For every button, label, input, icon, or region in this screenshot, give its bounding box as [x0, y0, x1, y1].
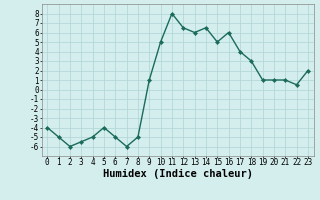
X-axis label: Humidex (Indice chaleur): Humidex (Indice chaleur)	[103, 168, 252, 179]
